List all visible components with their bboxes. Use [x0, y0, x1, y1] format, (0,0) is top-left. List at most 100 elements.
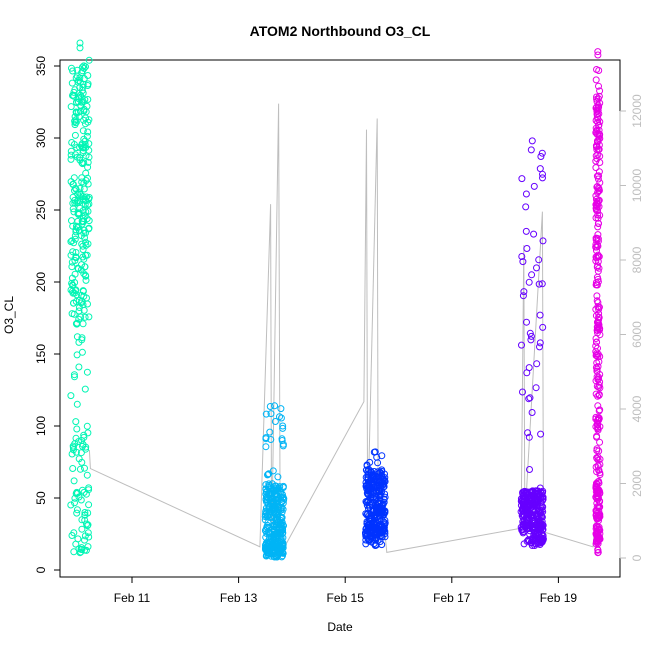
data-point [273, 499, 281, 507]
data-point [264, 484, 272, 492]
data-point [74, 489, 82, 497]
data-point [83, 471, 91, 479]
data-point [519, 388, 526, 396]
y-axis: 0 50 100 150 200 250 300 350 [34, 56, 61, 573]
data-point [74, 210, 82, 218]
data-point [364, 470, 372, 478]
data-point [371, 542, 379, 549]
data-point [75, 455, 83, 463]
data-point [67, 501, 75, 509]
data-point [367, 517, 375, 525]
data-point [593, 93, 600, 101]
data-point [519, 258, 527, 266]
data-point [70, 208, 78, 216]
data-point [81, 263, 89, 271]
data-point [266, 403, 274, 410]
data-point [276, 413, 283, 421]
data-point [71, 131, 79, 139]
data-point [594, 402, 602, 410]
data-point [77, 545, 85, 553]
data-point [594, 329, 601, 337]
x-tick-label: Feb 15 [327, 591, 365, 605]
data-point [82, 276, 90, 284]
data-point [593, 98, 601, 105]
data-point [71, 499, 78, 507]
data-point [83, 368, 91, 376]
data-point [536, 508, 543, 516]
data-point [74, 108, 82, 116]
data-point [593, 515, 601, 523]
data-point [81, 464, 88, 472]
data-point [269, 467, 277, 475]
data-point [82, 196, 90, 204]
data-point [264, 521, 271, 529]
data-point [268, 480, 276, 488]
data-point [75, 93, 83, 101]
data-point [363, 461, 371, 469]
data-point [527, 538, 535, 546]
data-point [378, 477, 386, 485]
data-point [592, 104, 600, 112]
series-4 [517, 137, 547, 549]
data-point [362, 482, 370, 490]
data-point [69, 180, 77, 188]
data-point [71, 121, 79, 129]
data-point [595, 321, 603, 329]
data-point [539, 170, 546, 178]
data-point [71, 232, 79, 240]
y-tick-label: 50 [34, 491, 48, 505]
data-point [76, 84, 84, 92]
series-1 [67, 39, 93, 557]
data-point [84, 158, 92, 166]
data-point [81, 532, 89, 540]
data-point [81, 313, 89, 321]
data-point [368, 484, 376, 492]
data-point [264, 548, 272, 556]
data-point [85, 313, 93, 321]
data-point [380, 495, 388, 503]
data-point [85, 195, 93, 203]
data-point [79, 320, 87, 328]
data-point [536, 343, 543, 351]
data-point [67, 251, 75, 259]
data-point [594, 175, 602, 183]
data-point [274, 520, 282, 528]
data-point [68, 274, 76, 282]
data-point [84, 300, 91, 308]
data-point [523, 369, 531, 377]
data-point [67, 286, 75, 294]
data-point [536, 339, 544, 347]
data-point [519, 518, 527, 526]
data-point [595, 187, 603, 195]
data-point [78, 334, 86, 342]
data-point [537, 488, 544, 496]
series-5 [592, 48, 604, 557]
data-point [518, 341, 525, 349]
data-point [594, 118, 602, 126]
data-point [85, 56, 93, 64]
data-point [381, 521, 389, 529]
data-point [525, 395, 533, 403]
data-point [274, 515, 282, 523]
data-point [279, 422, 287, 430]
data-point [77, 496, 85, 504]
data-point [378, 452, 386, 460]
data-point [592, 164, 600, 172]
series-2 [261, 402, 288, 561]
data-point [72, 434, 80, 442]
data-point [363, 499, 371, 507]
data-point [69, 222, 77, 230]
data-point [595, 310, 603, 318]
data-point [520, 288, 528, 296]
data-point [69, 465, 77, 472]
data-point [595, 358, 603, 366]
data-point [537, 525, 545, 533]
data-point [523, 506, 530, 514]
data-point [70, 141, 78, 148]
data-point [76, 185, 84, 192]
data-point [75, 304, 83, 311]
data-point [528, 521, 536, 529]
data-point [71, 235, 79, 243]
data-point [536, 165, 544, 173]
